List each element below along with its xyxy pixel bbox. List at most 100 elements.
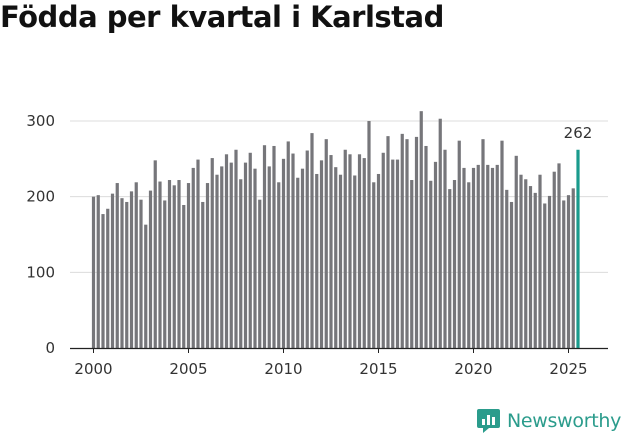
bar [400,133,404,348]
bar [296,177,300,348]
bar [272,145,276,348]
bar [96,195,100,348]
bar [167,180,172,348]
bar [486,164,490,348]
bar [267,166,271,348]
x-tick-label: 2005 [169,360,207,378]
bar [410,180,414,348]
bar [248,152,252,348]
bar [234,149,238,348]
newsworthy-logo-icon [477,409,500,433]
bar [286,141,290,348]
bar [305,150,309,348]
x-tick-label: 2010 [264,360,302,378]
bar [495,164,499,348]
bar [334,167,338,348]
bar [552,171,556,348]
bar [448,189,452,348]
y-tick-label: 0 [45,339,55,357]
bar [91,196,96,348]
bar [300,168,305,348]
bar [239,179,243,348]
newsworthy-brand: Newsworthy [476,408,621,434]
bar [353,175,357,348]
bar [524,179,528,348]
bar [215,174,219,348]
bar [106,208,110,348]
bar [395,159,400,348]
x-tick-label: 2025 [549,360,587,378]
bar [462,167,466,348]
bar [547,195,552,348]
bar [101,214,105,348]
bar [343,149,347,348]
bar [490,167,495,348]
y-axis-ticks: 0 100 200 300 [26,112,55,357]
chart-title: Födda per kvartal i Karlstad [0,0,444,34]
bar [220,166,224,348]
bar [163,200,167,348]
bar [372,182,376,348]
bar [196,159,200,348]
bar [210,158,214,348]
bar [144,224,148,348]
x-tick-label: 2020 [454,360,492,378]
bar [452,180,457,348]
y-tick-label: 300 [26,112,55,130]
y-tick-label: 100 [26,263,55,281]
bar [381,152,385,348]
y-tick-label: 200 [26,188,55,206]
bar [348,154,352,348]
bar [519,174,523,348]
bar [429,180,433,348]
bar [357,154,362,348]
bar [224,154,229,348]
x-tick-label: 2000 [74,360,112,378]
bar [324,139,328,348]
bar [405,139,409,348]
bar [566,195,571,348]
bar [467,182,471,348]
bar [471,167,476,348]
bar [476,164,480,348]
bar [500,140,504,348]
bar [562,200,566,348]
bar [125,201,129,348]
bar [258,199,262,348]
bar [424,145,428,348]
bar [391,159,395,348]
bar [509,201,514,348]
brand-name: Newsworthy [507,410,622,432]
bar [139,199,143,348]
bar [291,153,295,348]
bar [329,155,333,348]
bar [419,111,423,348]
bar [481,139,485,348]
bar [148,190,153,348]
bar [338,174,343,348]
bar [315,173,319,348]
bar [110,193,115,348]
bar [186,183,191,348]
highlight-value-label: 262 [564,124,593,142]
bar [505,189,509,348]
bars [91,111,580,348]
bar [158,181,162,348]
bar [115,183,119,348]
bar [457,140,461,348]
bar [571,188,575,348]
bar [253,168,257,348]
bar [386,136,390,348]
bar [134,182,138,348]
bar [538,174,542,348]
bar [543,203,547,348]
bar [367,121,371,348]
bar [182,204,186,348]
bar [129,191,134,348]
bar [281,158,286,348]
bar [414,136,419,348]
bar [528,186,533,348]
bar [319,160,324,348]
bar [438,118,442,348]
x-tick-label: 2015 [359,360,397,378]
